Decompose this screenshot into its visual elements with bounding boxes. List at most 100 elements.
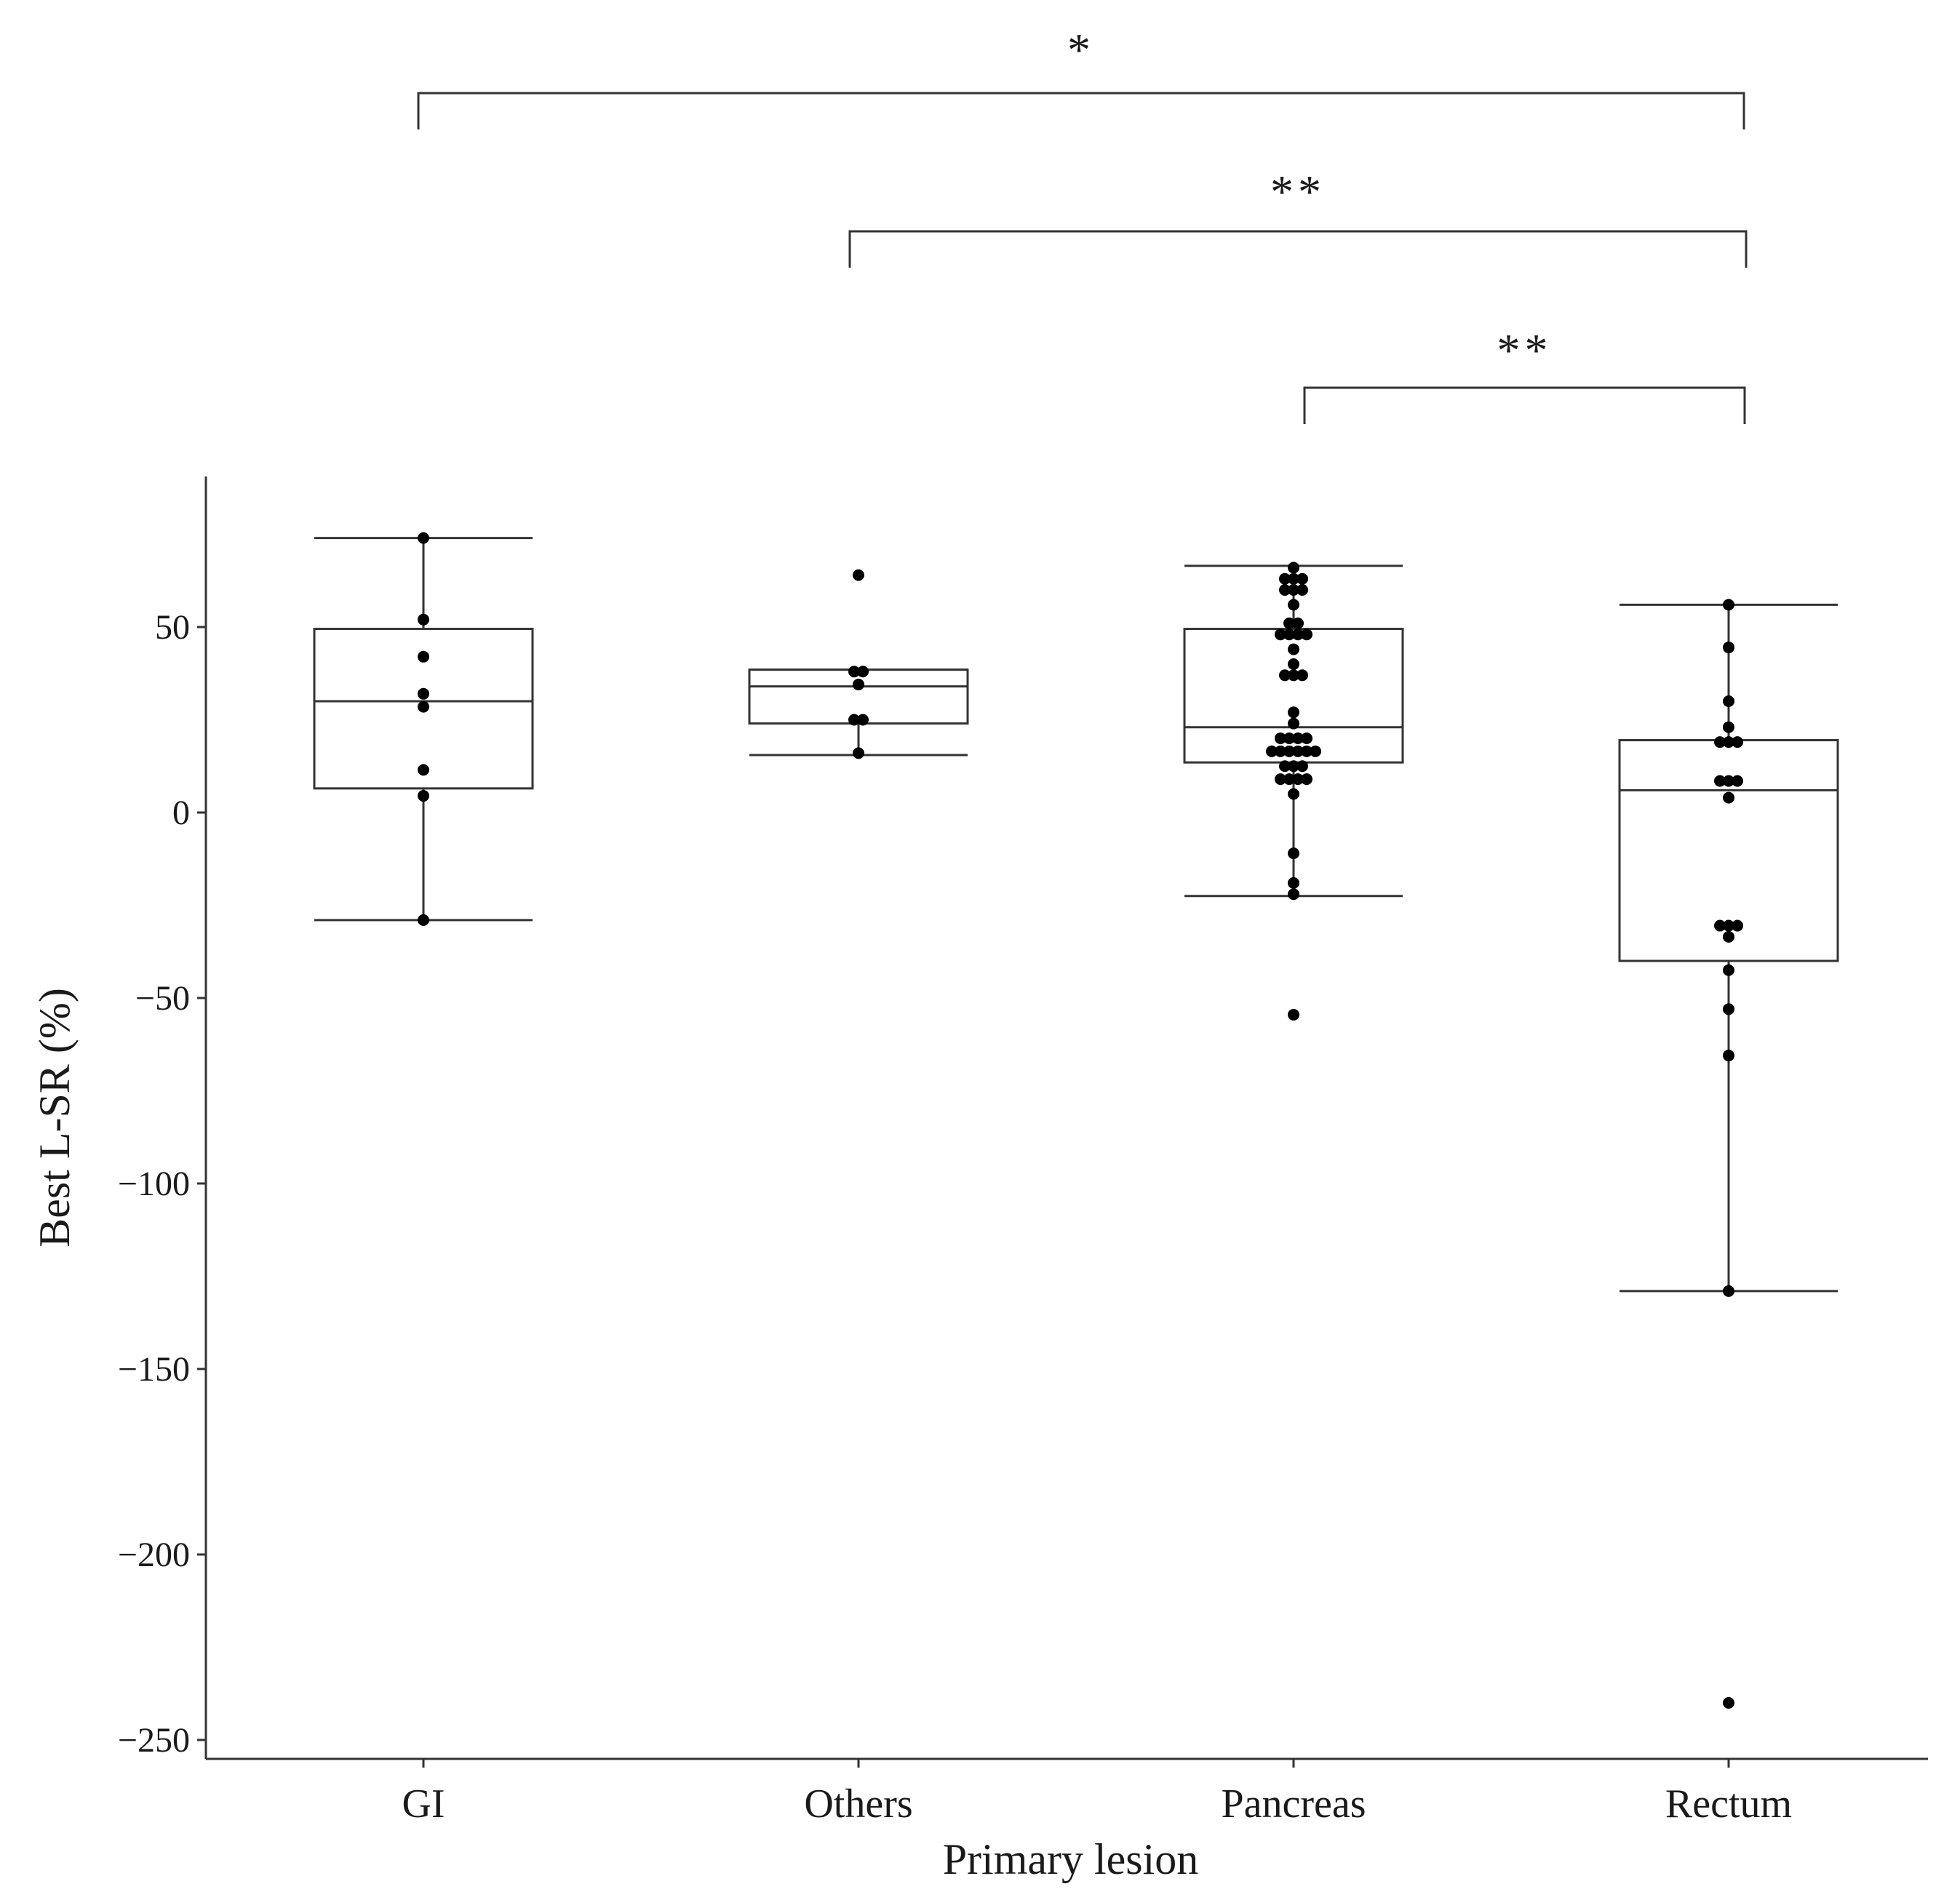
data-point [1283,617,1295,629]
data-point [418,790,429,802]
y-tick-label: −150 [118,1350,190,1389]
data-point [418,613,429,626]
data-point [853,679,864,691]
data-point [1279,669,1291,682]
bracket-line [1303,386,1746,424]
x-axis: GI Others Pancreas Rectum [206,1757,1928,1827]
data-point [1723,964,1734,976]
y-axis: 50 0 −50 −100 −150 −200 −250 [118,476,207,1760]
y-tick-label: −50 [135,979,190,1018]
data-point [853,569,864,581]
data-point [418,650,429,663]
data-point [1732,736,1743,749]
data-point [1266,745,1278,757]
data-point [1723,736,1734,749]
data-point [1275,628,1286,641]
data-point [1714,919,1726,932]
data-point [418,687,429,700]
data-point [1283,733,1295,744]
data-point [1288,706,1299,719]
data-point [418,532,429,544]
data-point [1275,745,1286,757]
data-point [418,914,429,926]
data-point [1288,584,1299,596]
significance-brackets: ***** [417,24,1748,424]
data-point [1288,1008,1299,1021]
y-tick-label: −200 [118,1536,190,1574]
data-point [1310,745,1321,757]
data-point [1288,788,1299,800]
data-point [1296,760,1308,773]
bracket-line [417,92,1745,129]
data-point [1292,628,1304,641]
x-tick-label: GI [402,1781,445,1827]
data-point [1275,733,1286,744]
x-tick-label: Pancreas [1221,1781,1366,1827]
data-point [1292,773,1304,786]
data-point [1283,745,1295,757]
data-point [1288,562,1299,574]
data-point [848,714,860,726]
data-point [1723,695,1734,707]
data-point [1301,733,1312,744]
y-tick-label: 0 [172,794,190,832]
data-point [1288,760,1299,773]
box-group-pancreas [1183,562,1404,1021]
data-point [1723,775,1734,787]
data-point [1288,599,1299,611]
y-tick-label: −250 [118,1721,190,1760]
data-point [1279,572,1291,585]
significance-bracket: * [417,24,1745,129]
data-point [1288,847,1299,860]
data-point [1723,1050,1734,1062]
data-point [1288,572,1299,585]
iqr-box [748,668,969,725]
data-point [1288,643,1299,655]
data-point [1723,1003,1734,1015]
data-point [1723,930,1734,943]
bracket-line [848,230,1748,268]
data-point [1275,773,1286,786]
data-point [853,747,864,759]
data-point [1301,628,1312,641]
data-point [1714,736,1726,749]
data-point [1288,669,1299,682]
data-point [1296,584,1308,596]
y-tick-label: 50 [155,608,190,647]
data-point [1283,773,1295,786]
box-group-rectum [1618,599,1839,1709]
data-point [1288,658,1299,670]
data-point [1723,599,1734,611]
data-point [1723,919,1734,932]
data-point [1279,584,1291,596]
data-point [1723,721,1734,733]
significance-bracket: ** [848,166,1748,268]
y-axis-title: Best L-SR (%) [31,988,79,1248]
significance-label: * [1067,24,1095,76]
data-point [418,764,429,776]
data-point [1732,775,1743,787]
data-point [1723,642,1734,654]
data-point [1279,760,1291,773]
data-point [857,714,869,726]
data-point [1723,1285,1734,1297]
data-point [1723,791,1734,804]
significance-bracket: ** [1303,324,1746,424]
data-point [1288,717,1299,730]
data-point [1292,733,1304,744]
x-axis-title: Primary lesion [943,1835,1199,1883]
data-point [1723,1697,1734,1709]
data-point [857,666,869,678]
significance-label: ** [1497,324,1553,376]
data-point [1296,669,1308,682]
data-point [848,666,860,678]
data-point [1292,745,1304,757]
data-point [1292,617,1304,629]
data-point [1732,919,1743,932]
y-tick-label: −100 [118,1165,190,1203]
box-group-others [748,569,969,759]
x-tick-label: Others [804,1781,912,1827]
data-point [1301,773,1312,786]
data-point [1288,888,1299,901]
